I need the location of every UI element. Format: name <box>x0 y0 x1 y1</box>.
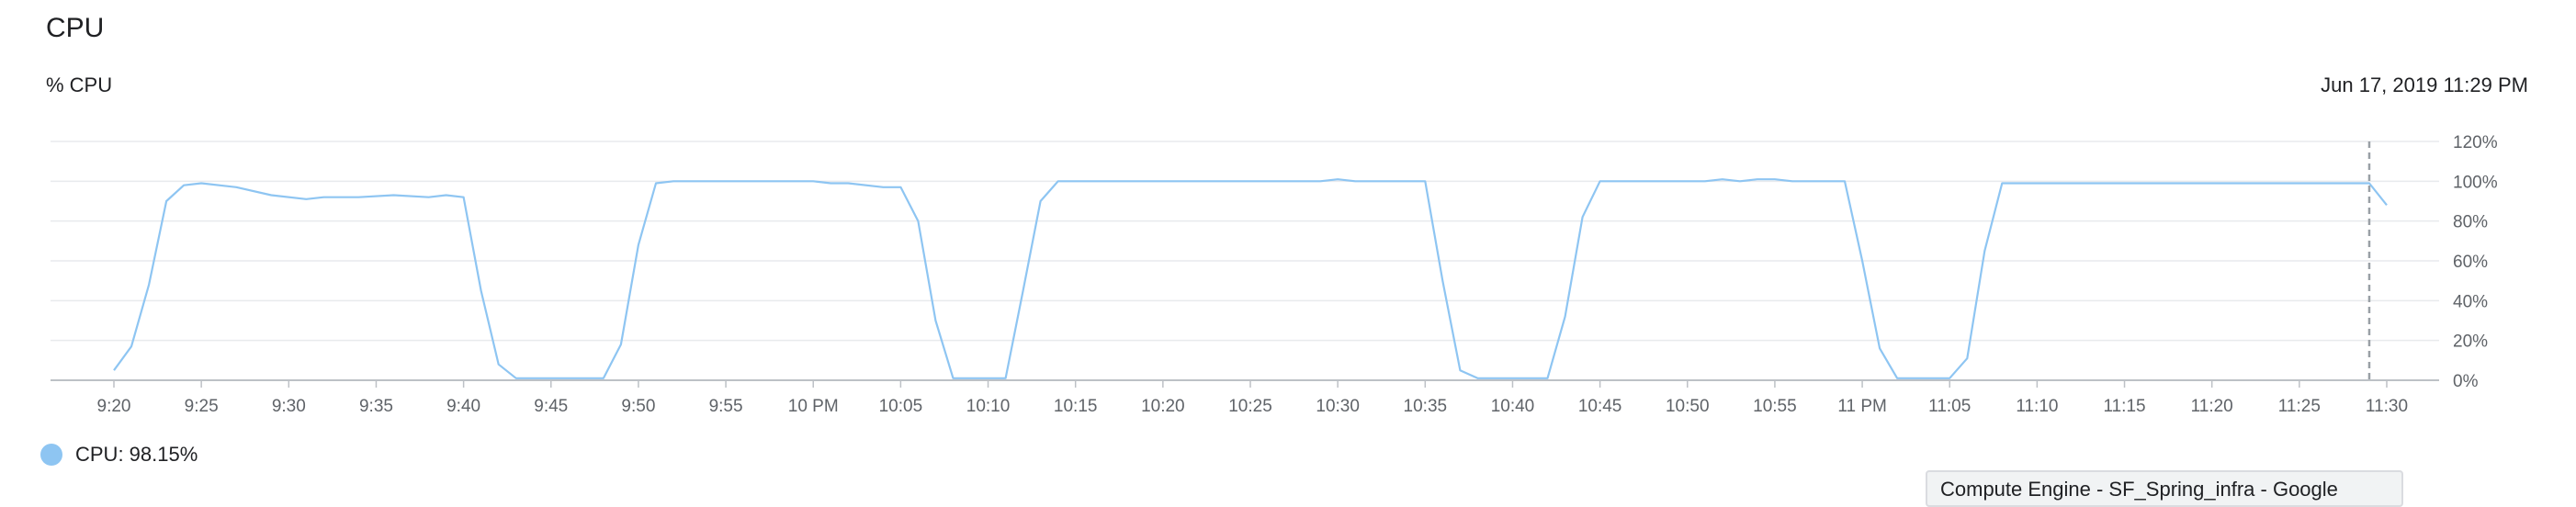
x-tick-label: 9:35 <box>359 397 393 416</box>
y-axis-ticks: 0% 20% 40% 60% 80% 100% 120% <box>2453 133 2498 391</box>
x-tick-label: 11:15 <box>2103 397 2145 416</box>
x-tick-label: 10:55 <box>1753 397 1797 416</box>
cursor-timestamp: Jun 17, 2019 11:29 PM <box>2321 73 2528 96</box>
y-tick-label: 120% <box>2453 133 2498 152</box>
panel-title: CPU <box>46 13 105 43</box>
y-tick-label: 80% <box>2453 213 2488 232</box>
x-tick-label: 11:05 <box>1928 397 1971 416</box>
legend-series-dot <box>40 444 62 466</box>
x-tick-label: 10:40 <box>1491 397 1535 416</box>
x-tick-label: 10:25 <box>1228 397 1272 416</box>
y-tick-label: 100% <box>2453 173 2498 192</box>
metric-label: % CPU <box>46 73 113 96</box>
legend-label: CPU: 98.15% <box>75 443 198 466</box>
x-tick-label: 10:20 <box>1141 397 1185 416</box>
x-tick-label: 9:25 <box>185 397 219 416</box>
x-tick-label: 11:25 <box>2278 397 2321 416</box>
y-tick-label: 20% <box>2453 332 2488 352</box>
cpu-series-line <box>113 178 2388 379</box>
x-tick-label: 10:50 <box>1666 397 1710 416</box>
legend: CPU: 98.15% <box>40 443 198 467</box>
x-tick-label: 9:30 <box>272 397 306 416</box>
grid-layer <box>51 141 2439 381</box>
x-tick-label: 11:20 <box>2191 397 2233 416</box>
series-layer <box>113 178 2388 379</box>
y-tick-label: 0% <box>2453 372 2479 391</box>
x-tick-label: 10:35 <box>1404 397 1448 416</box>
y-tick-label: 60% <box>2453 253 2488 272</box>
x-axis-ticks: 9:20 9:25 9:30 9:35 9:40 9:45 9:50 9:55 10 PM 10:… <box>97 380 2408 416</box>
y-tick-label: 40% <box>2453 292 2488 311</box>
x-tick-label: 9:50 <box>621 397 655 416</box>
resource-tooltip: Compute Engine - SF_Spring_infra - Googl… <box>1926 470 2403 507</box>
x-tick-label: 10:05 <box>879 397 923 416</box>
x-tick-label: 10:15 <box>1054 397 1098 416</box>
x-tick-label: 10:30 <box>1316 397 1360 416</box>
x-tick-label: 11 PM <box>1837 397 1887 416</box>
x-tick-label: 10:10 <box>966 397 1011 416</box>
x-tick-label: 10 PM <box>788 397 839 416</box>
x-tick-label: 11:30 <box>2366 397 2408 416</box>
x-tick-label: 11:10 <box>2016 397 2058 416</box>
x-tick-label: 9:40 <box>446 397 480 416</box>
x-tick-label: 10:45 <box>1578 397 1622 416</box>
x-tick-label: 9:20 <box>97 397 131 416</box>
x-tick-label: 9:55 <box>709 397 743 416</box>
x-tick-label: 9:45 <box>534 397 568 416</box>
cpu-line-chart[interactable]: 0%20%40%60%80%100%120% 9:20 9:25 9:30 9:35 9… <box>0 0 2576 432</box>
